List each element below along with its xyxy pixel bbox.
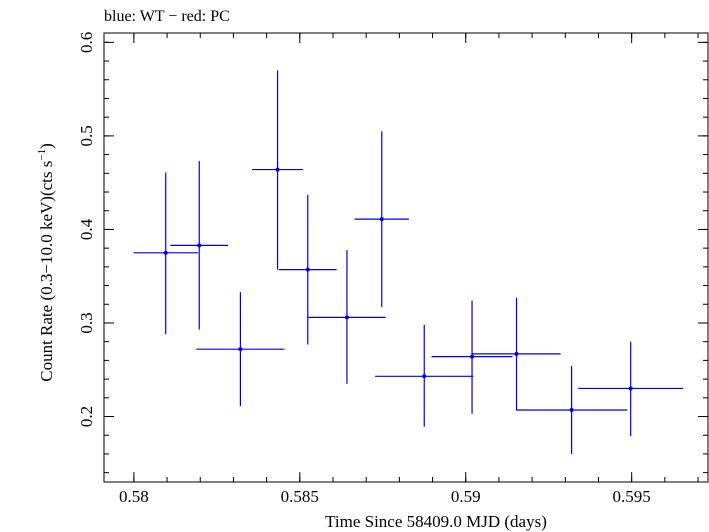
y-tick-label: 0.3 bbox=[77, 312, 96, 333]
y-axis-label-end: ) bbox=[37, 143, 56, 149]
plot-frame bbox=[103, 32, 709, 483]
x-tick-label: 0.58 bbox=[119, 487, 149, 506]
data-point bbox=[252, 70, 304, 270]
data-marker bbox=[569, 407, 574, 412]
data-point bbox=[308, 250, 386, 384]
y-axis-label: Count Rate (0.3−10.0 keV)(cts s−1) bbox=[36, 143, 56, 382]
data-point bbox=[515, 366, 628, 454]
x-tick-label: 0.595 bbox=[613, 487, 651, 506]
tick-labels: 0.58 0.585 0.59 0.595 0.2 0.3 0.4 0.5 0.6 bbox=[77, 32, 651, 506]
y-tick-label: 0.2 bbox=[77, 406, 96, 427]
data-marker bbox=[514, 351, 519, 356]
data-point bbox=[170, 161, 229, 330]
axis-ticks bbox=[104, 33, 708, 482]
data-point bbox=[431, 300, 513, 414]
data-marker bbox=[238, 347, 243, 352]
data-point bbox=[375, 324, 474, 427]
y-tick-label: 0.5 bbox=[77, 125, 96, 146]
data-marker bbox=[379, 217, 384, 222]
data-marker bbox=[163, 250, 168, 255]
y-tick-label: 0.4 bbox=[77, 218, 96, 240]
data-marker bbox=[470, 354, 475, 359]
data-marker bbox=[305, 267, 310, 272]
data-marker bbox=[197, 243, 202, 248]
data-points bbox=[133, 70, 684, 454]
data-point bbox=[196, 292, 285, 407]
data-point bbox=[578, 341, 684, 437]
data-point bbox=[133, 172, 198, 335]
y-tick-label: 0.6 bbox=[77, 32, 96, 53]
y-axis-label-main: Count Rate (0.3−10.0 keV)(cts s bbox=[37, 161, 56, 382]
data-point bbox=[278, 194, 337, 345]
data-marker bbox=[275, 167, 280, 172]
data-marker bbox=[344, 315, 349, 320]
data-point bbox=[472, 297, 561, 410]
x-tick-label: 0.585 bbox=[281, 487, 319, 506]
x-tick-label: 0.59 bbox=[451, 487, 481, 506]
data-marker bbox=[422, 374, 427, 379]
y-axis-label-exponent: −1 bbox=[36, 149, 48, 161]
chart-title: blue: WT − red: PC bbox=[104, 8, 230, 25]
data-marker bbox=[628, 386, 633, 391]
x-axis-label: Time Since 58409.0 MJD (days) bbox=[325, 512, 547, 531]
data-point bbox=[354, 131, 409, 308]
